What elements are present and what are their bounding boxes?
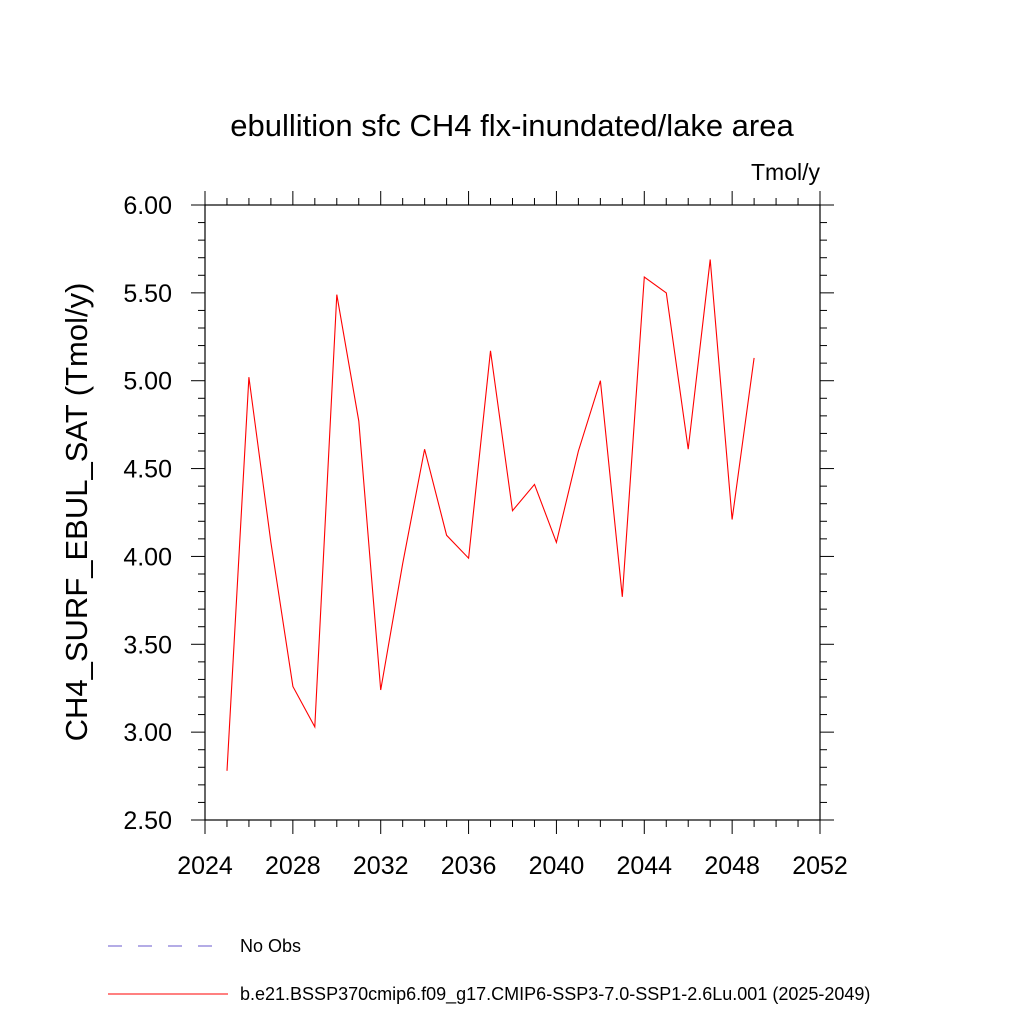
y-tick-label: 3.50 [123,631,172,659]
series-line-0 [226,259,755,771]
y-tick-label: 6.00 [123,192,172,220]
x-tick-label: 2036 [441,852,497,880]
x-tick-label: 2024 [177,852,233,880]
y-tick-label: 5.00 [123,368,172,396]
y-tick-label: 4.50 [123,456,172,484]
y-tick-label: 3.00 [123,719,172,747]
legend-label: No Obs [240,936,301,956]
x-tick-label: 2044 [616,852,672,880]
y-tick-label: 4.00 [123,543,172,571]
units-label: Tmol/y [751,159,821,185]
y-tick-label: 5.50 [123,280,172,308]
x-tick-label: 2028 [265,852,321,880]
y-tick-label: 2.50 [123,807,172,835]
legend-label: b.e21.BSSP370cmip6.f09_g17.CMIP6-SSP3-7.… [240,984,870,1005]
x-tick-label: 2048 [704,852,760,880]
x-tick-label: 2052 [792,852,848,880]
y-axis-label: CH4_SURF_EBUL_SAT (Tmol/y) [59,283,94,742]
legend: No Obs b.e21.BSSP370cmip6.f09_g17.CMIP6-S… [108,936,870,1005]
x-tick-label: 2040 [529,852,585,880]
plot-frame [204,204,821,821]
chart-title: ebullition sfc CH4 flx-inundated/lake ar… [230,108,794,143]
plot-area: 2024 2028 2032 2036 2040 2044 2048 2052 2.50 3.00… [123,191,848,880]
x-tick-label: 2032 [353,852,409,880]
